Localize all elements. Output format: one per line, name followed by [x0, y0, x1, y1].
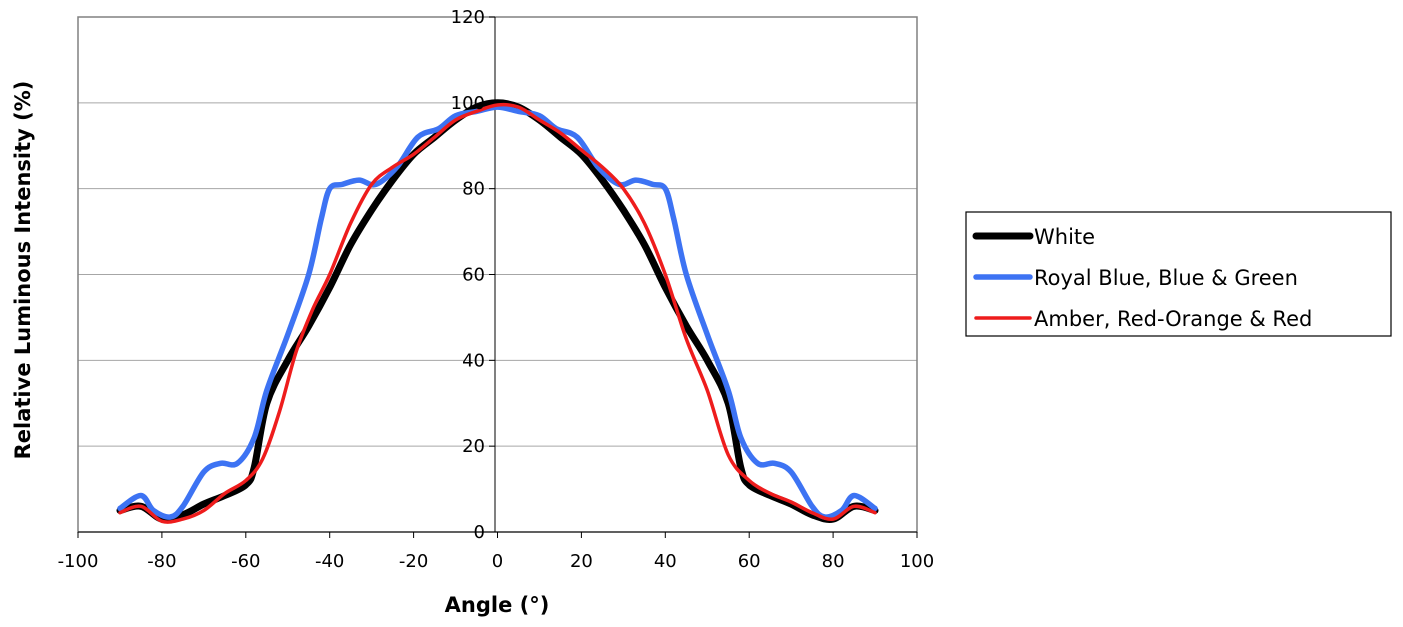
x-tick-label-2: -60	[231, 551, 260, 572]
x-tick-label-7: 40	[654, 551, 677, 572]
y-tick-label-0: 0	[474, 522, 485, 543]
legend-box	[965, 211, 1392, 337]
y-tick-label-2: 40	[462, 350, 485, 371]
y-tick-label-1: 20	[462, 436, 485, 457]
y-tick-label-3: 60	[462, 265, 485, 286]
series-line-royal-blue-blue-green	[117, 104, 878, 520]
legend-items: White Royal Blue, Blue & Green Amber, Red-…	[972, 225, 1312, 331]
y-tick-label-6: 120	[451, 7, 485, 28]
x-tick-label-8: 60	[738, 551, 761, 572]
x-tick-label-4: -20	[399, 551, 428, 572]
x-tick-label-6: 20	[570, 551, 593, 572]
x-tick-label-0: -100	[58, 551, 99, 572]
gridlines	[78, 102, 917, 447]
x-tick-labels: -100 -80 -60 -40 -20 0 20 40 60 80 100	[58, 532, 934, 572]
series-line-amber-red-orange-red	[118, 102, 877, 524]
x-tick-label-5: 0	[492, 551, 503, 572]
legend-label-royal-blue-blue-green: Royal Blue, Blue & Green	[1034, 266, 1298, 290]
y-tick-labels: 0 20 40 60 80 100 120	[451, 7, 495, 543]
y-axis-title: Relative Luminous Intensity (%)	[11, 81, 35, 460]
x-axis-title: Angle (°)	[445, 593, 550, 617]
series-line-white	[116, 99, 879, 523]
y-tick-label-4: 80	[462, 179, 485, 200]
x-tick-label-9: 80	[822, 551, 845, 572]
legend-label-amber-red-orange-red: Amber, Red-Orange & Red	[1034, 307, 1312, 331]
series-lines	[116, 99, 879, 524]
legend: White Royal Blue, Blue & Green Amber, Red-…	[965, 211, 1392, 337]
y-tick-label-5: 100	[451, 93, 485, 114]
legend-label-white: White	[1034, 225, 1095, 249]
x-tick-label-10: 100	[900, 551, 934, 572]
x-tick-label-1: -80	[147, 551, 176, 572]
x-tick-label-3: -40	[315, 551, 344, 572]
